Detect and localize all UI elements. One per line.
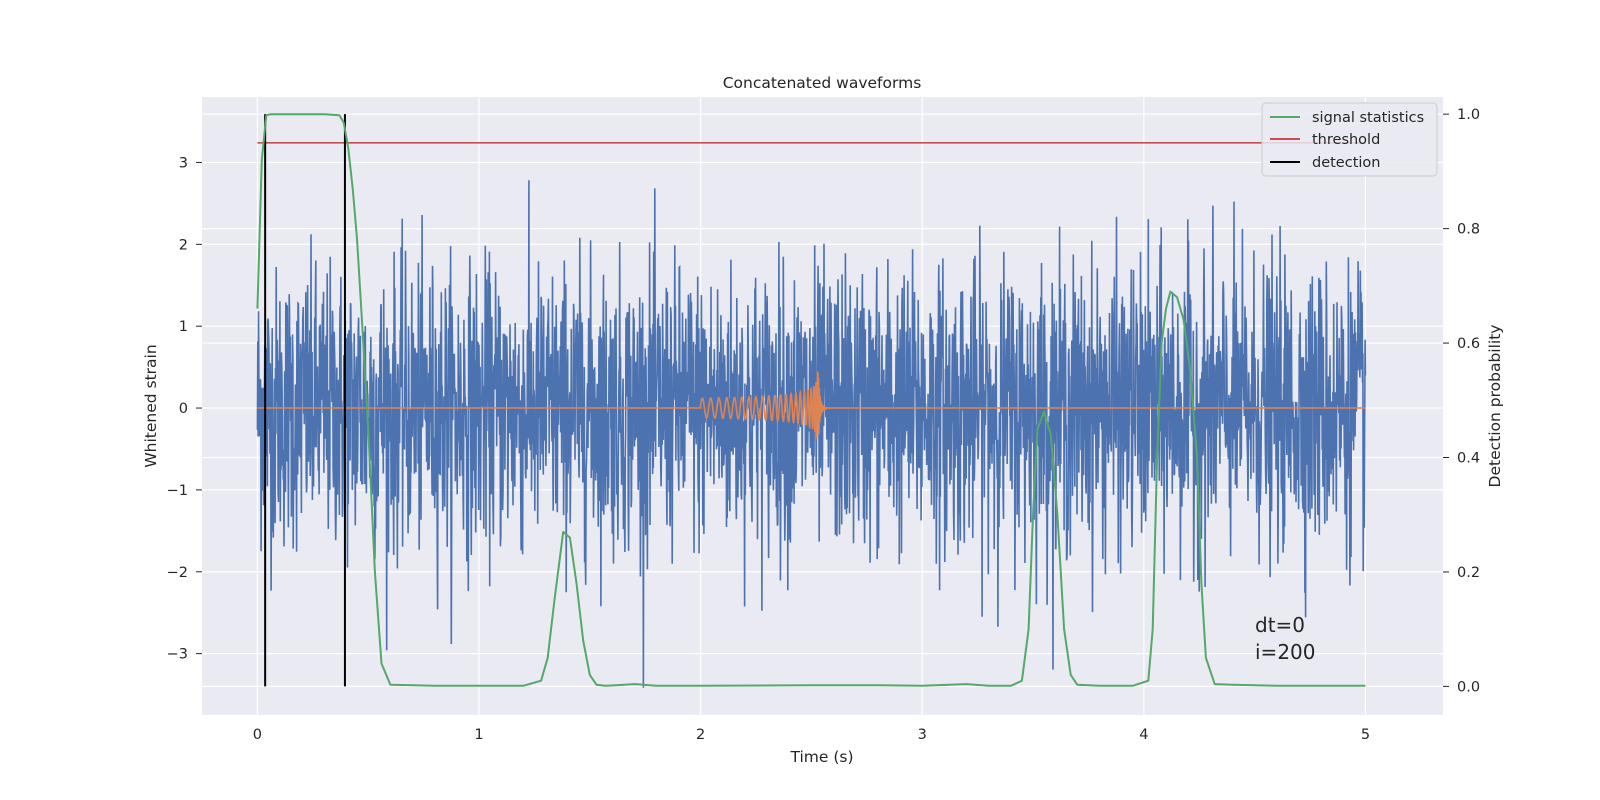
y2-tick-label: 1.0	[1457, 107, 1480, 123]
y-axis-label: Whitened strain	[142, 344, 160, 467]
legend-box	[1261, 102, 1438, 177]
x-axis-label: Time (s)	[789, 748, 853, 766]
x-tick-label: 1	[474, 727, 483, 743]
y-tick-label: −1	[167, 483, 188, 499]
y2-tick-label: 0.6	[1457, 336, 1480, 352]
y2-tick-label: 0.8	[1457, 222, 1480, 238]
x-tick-label: 0	[253, 727, 262, 743]
y-axis-ticks: −3 −2 −1 0 1 2 3	[167, 155, 202, 663]
legend-label-threshold: threshold	[1312, 132, 1380, 148]
y2-axis-ticks: 0.0 0.2 0.4 0.6 0.8 1.0	[1443, 107, 1480, 695]
y2-tick-label: 0.2	[1457, 565, 1480, 581]
y-tick-label: −3	[167, 647, 188, 663]
annotation-dt: dt=0	[1255, 613, 1305, 637]
y-tick-label: 1	[179, 319, 188, 335]
y-tick-label: 0	[179, 401, 188, 417]
signal-statistics-line	[256, 113, 1366, 687]
x-tick-label: 5	[1361, 727, 1370, 743]
x-axis-ticks: 0 1 2 3 4 5	[253, 727, 1370, 743]
y2-tick-label: 0.4	[1457, 451, 1480, 467]
injected-chirp-line	[257, 370, 1366, 440]
x-tick-label: 2	[696, 727, 705, 743]
y-tick-label: −2	[167, 565, 188, 581]
legend-label-detection: detection	[1312, 155, 1380, 171]
strain-layer	[256, 180, 1367, 688]
y-tick-label: 2	[179, 237, 188, 253]
y2-tick-label: 0.0	[1457, 679, 1480, 695]
y2-axis-label: Detection probability	[1486, 325, 1504, 488]
annotation-i: i=200	[1255, 640, 1316, 664]
x-tick-label: 3	[918, 727, 927, 743]
legend: signal statistics threshold detection	[1261, 102, 1438, 177]
chart-title: Concatenated waveforms	[723, 74, 922, 92]
y-tick-label: 3	[179, 155, 188, 171]
legend-label-statistics: signal statistics	[1312, 110, 1424, 126]
x-tick-label: 4	[1139, 727, 1148, 743]
statistics-layer	[256, 113, 1366, 687]
